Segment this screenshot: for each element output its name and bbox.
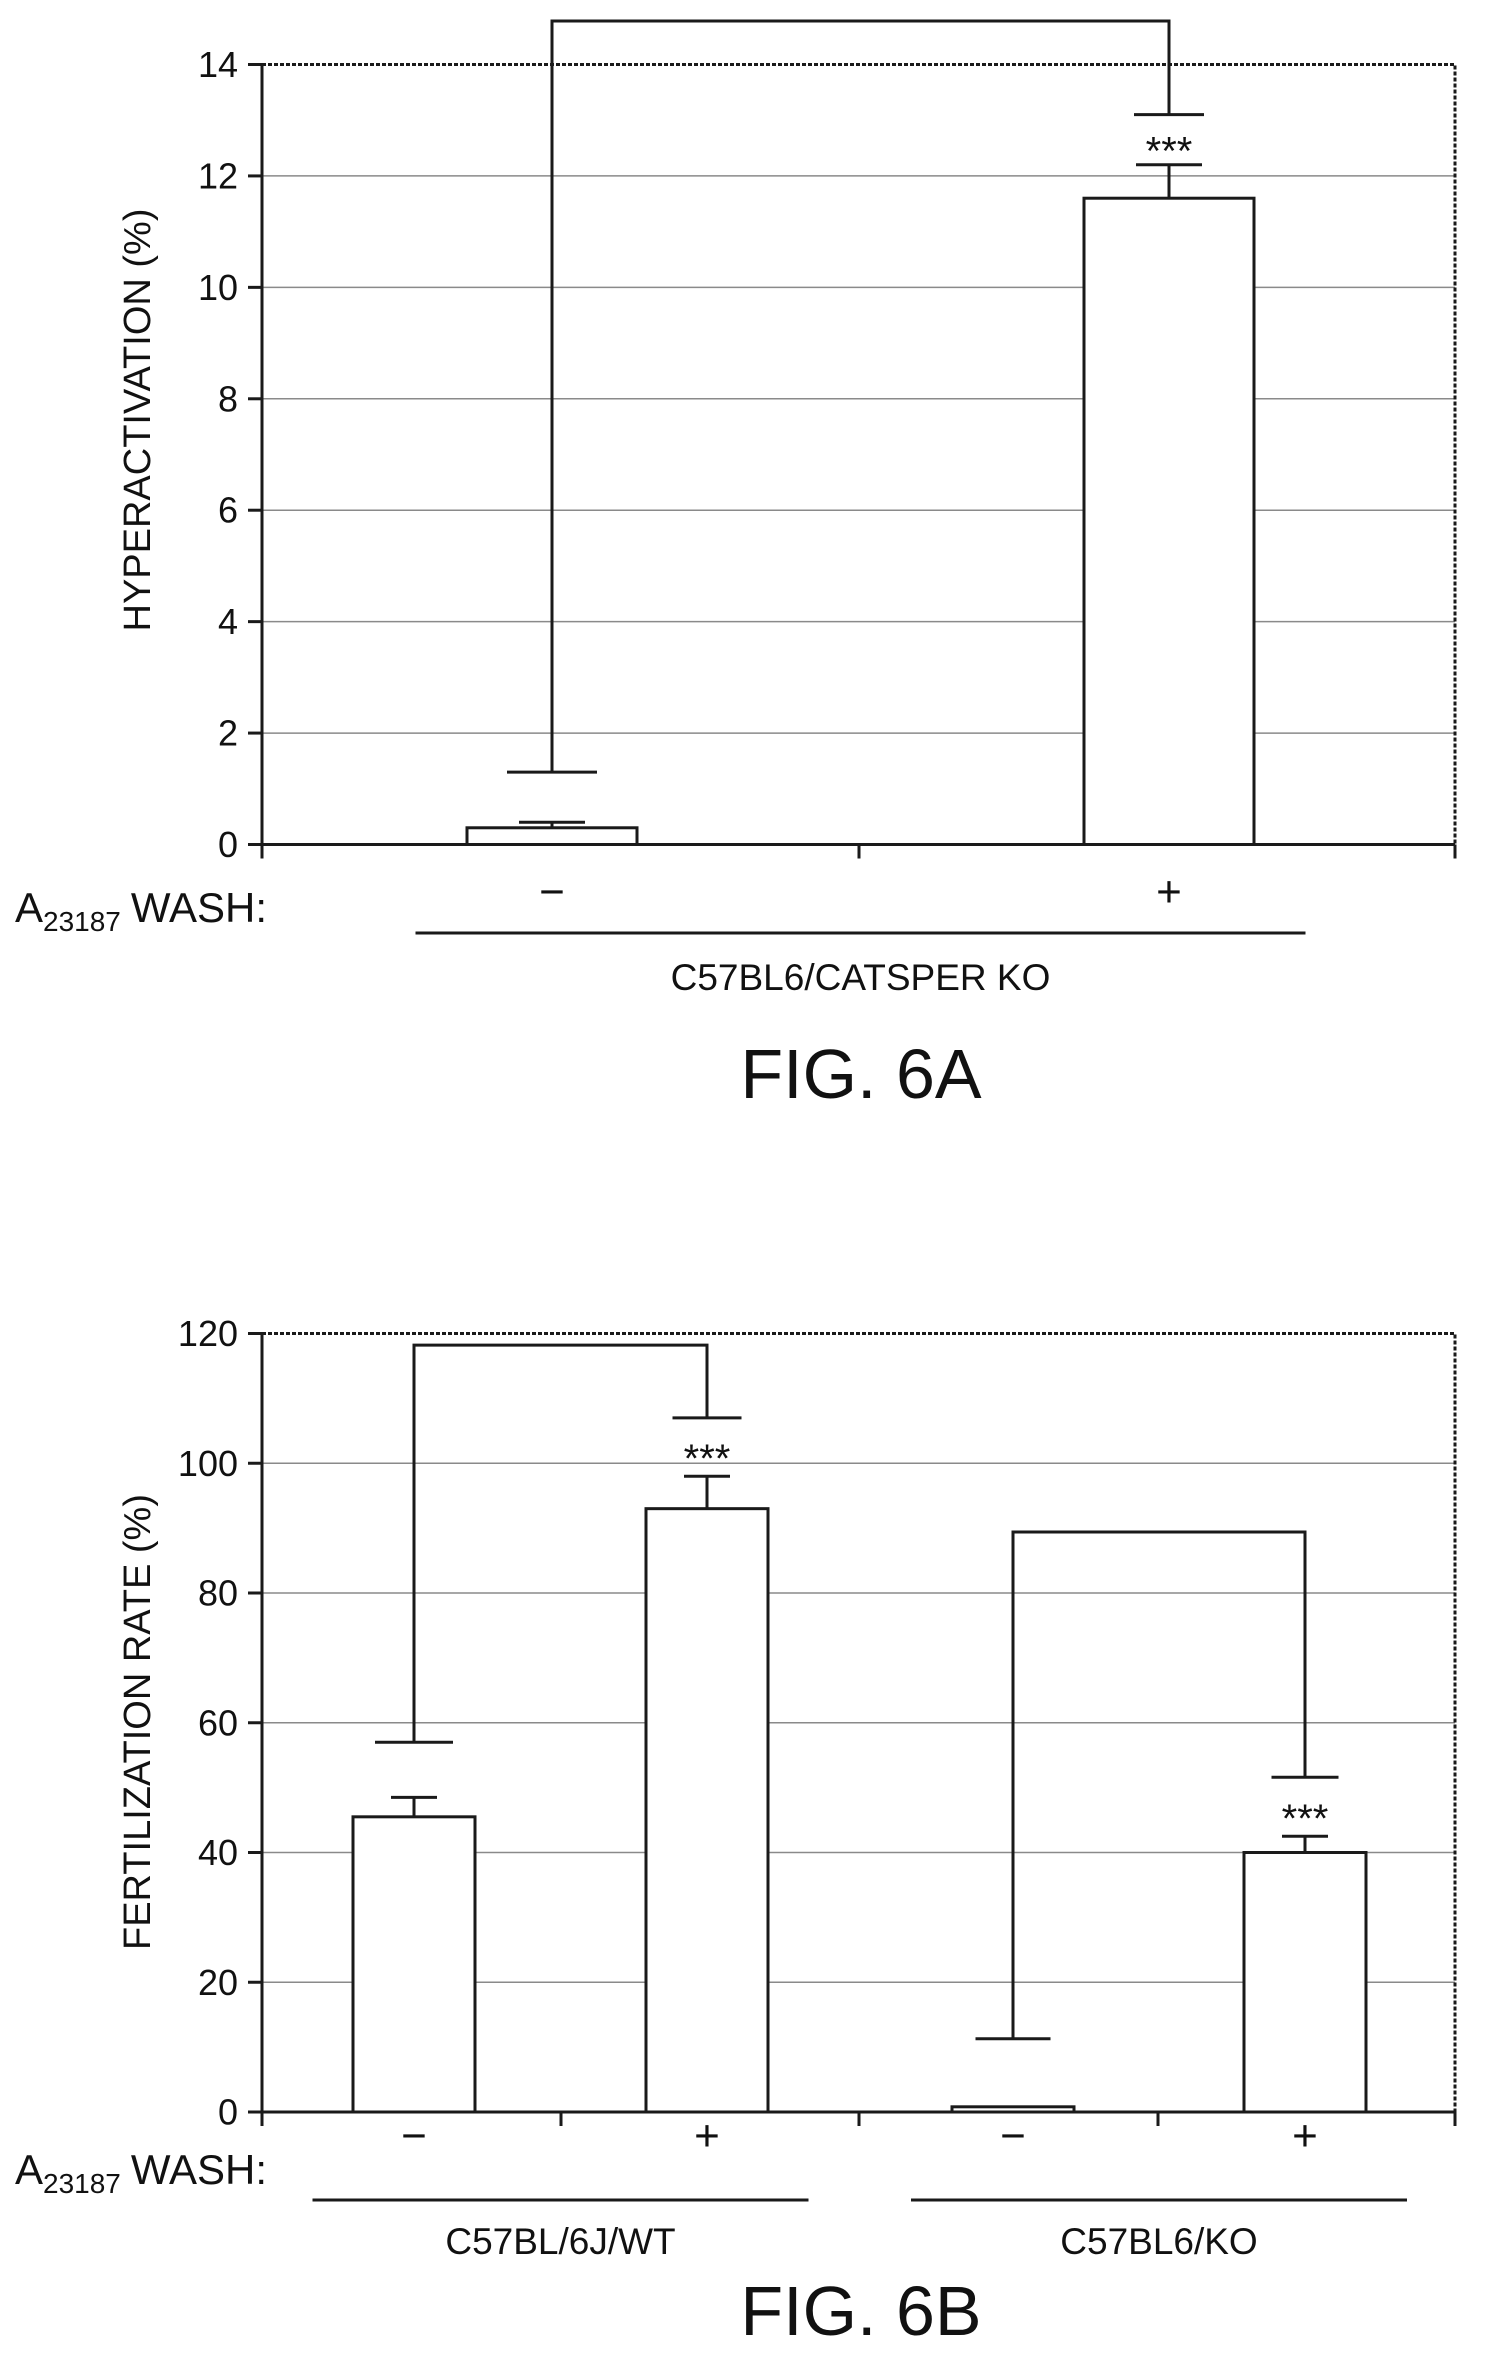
significance-stars: *** xyxy=(1282,1797,1329,1841)
treatment-label-subscript: 23187 xyxy=(43,2168,121,2199)
y-tick-label: 100 xyxy=(178,1443,238,1484)
treatment-row-label: A23187 WASH: xyxy=(15,884,267,937)
significance-bracket xyxy=(375,1343,742,1744)
category-label: − xyxy=(539,868,565,917)
category-label: − xyxy=(1000,2112,1026,2161)
significance-stars: *** xyxy=(1146,130,1193,174)
figure-label: FIG. 6A xyxy=(740,1035,981,1113)
bar xyxy=(465,826,639,846)
treatment-label-base: A xyxy=(15,884,43,931)
y-tick-label: 4 xyxy=(218,601,238,642)
y-axis-label: FERTILIZATION RATE (%) xyxy=(117,1494,159,1950)
group-label: C57BL6/KO xyxy=(1060,2221,1257,2262)
y-tick-label: 120 xyxy=(178,1313,238,1354)
y-tick-label: 10 xyxy=(198,267,238,308)
y-tick-label: 14 xyxy=(198,44,238,85)
y-tick-label: 20 xyxy=(198,1962,238,2003)
bar xyxy=(351,1815,477,2114)
y-axis-label: HYPERACTIVATION (%) xyxy=(117,209,159,632)
y-tick-label: 80 xyxy=(198,1573,238,1614)
treatment-label-text: WASH: xyxy=(131,884,267,931)
y-tick-label: 0 xyxy=(218,824,238,865)
y-tick-label: 2 xyxy=(218,713,238,754)
y-tick-label: 0 xyxy=(218,2092,238,2133)
category-label: − xyxy=(401,2112,427,2161)
bar xyxy=(644,1507,770,2114)
significance-bracket xyxy=(507,19,1204,774)
chart-panel: 0 20 40 60 80 100 120 FERTILIZATION RATE (%) − + −… xyxy=(15,1313,1457,2350)
group-label: C57BL6/CATSPER KO xyxy=(671,957,1051,998)
y-tick-label: 60 xyxy=(198,1702,238,1743)
bar xyxy=(950,2105,1076,2114)
y-tick-label: 12 xyxy=(198,155,238,196)
treatment-label-base: A xyxy=(15,2146,43,2193)
y-tick-label: 8 xyxy=(218,378,238,419)
chart-panel: 0 2 4 6 8 10 12 14 HYPERACTIVATION (%) − + *** A2318… xyxy=(15,19,1457,1113)
figure-label: FIG. 6B xyxy=(740,2272,981,2350)
significance-bracket xyxy=(975,1530,1339,2041)
plot-frame xyxy=(260,63,1457,846)
bar xyxy=(1242,1851,1368,2114)
bar xyxy=(1082,196,1256,846)
category-label: + xyxy=(1292,2112,1318,2161)
treatment-label-text: WASH: xyxy=(131,2146,267,2193)
category-label: + xyxy=(694,2112,720,2161)
category-label: + xyxy=(1156,868,1182,917)
y-tick-label: 40 xyxy=(198,1832,238,1873)
treatment-row-label: A23187 WASH: xyxy=(15,2146,267,2199)
y-tick-label: 6 xyxy=(218,490,238,531)
significance-stars: *** xyxy=(684,1437,731,1481)
group-label: C57BL/6J/WT xyxy=(445,2221,675,2262)
treatment-label-subscript: 23187 xyxy=(43,906,121,937)
